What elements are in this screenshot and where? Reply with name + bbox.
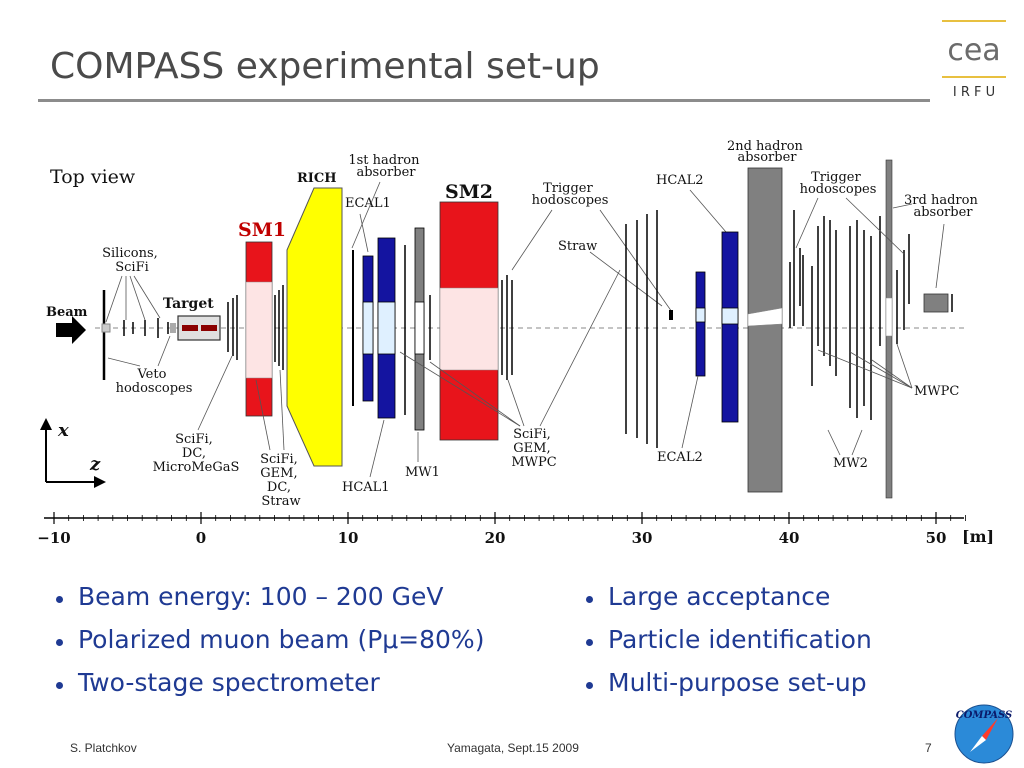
compass-logo: COMPASS bbox=[954, 704, 1014, 764]
bullet-dot-icon bbox=[586, 639, 593, 646]
straw-label: Straw bbox=[558, 239, 597, 254]
pre-sm1-detectors bbox=[227, 295, 238, 360]
mw1-label: MW1 bbox=[405, 465, 440, 480]
axis-tick-label: −10 bbox=[37, 529, 70, 547]
scifi-dc-mm-label: SciFi, DC, MicroMeGaS bbox=[153, 432, 240, 475]
upstream-detectors bbox=[101, 290, 176, 380]
post-sm1-detectors bbox=[274, 285, 284, 370]
logo-subtext: I R F U bbox=[953, 85, 995, 100]
bullet-dot-icon bbox=[56, 639, 63, 646]
downstream-detectors bbox=[789, 210, 953, 420]
hadron1-label: 1st hadron absorber bbox=[348, 153, 423, 180]
bullet-list-left: Beam energy: 100 – 200 GeV Polarized muo… bbox=[52, 582, 484, 711]
axis-unit: [m] bbox=[962, 527, 994, 546]
trigger2-label: Trigger hodoscopes bbox=[800, 170, 877, 197]
axis-tick-label: 50 bbox=[926, 529, 947, 547]
bullet-item: Polarized muon beam (Pμ=80%) bbox=[52, 625, 484, 668]
sm2-label: SM2 bbox=[445, 181, 493, 203]
bullet-item: Particle identification bbox=[582, 625, 872, 668]
target-label: Target bbox=[163, 296, 214, 312]
hadron2-absorber bbox=[747, 167, 783, 493]
ecal1-label: ECAL1 bbox=[345, 196, 391, 211]
bullet-dot-icon bbox=[586, 596, 593, 603]
cea-irfu-logo: cea I R F U bbox=[942, 20, 1006, 100]
hcal1-label: HCAL1 bbox=[342, 480, 390, 495]
beam-arrow-icon bbox=[56, 316, 86, 344]
hadron3-absorber bbox=[923, 293, 949, 313]
footer-author: S. Platchkov bbox=[70, 741, 137, 755]
axis-z-label: z bbox=[89, 454, 101, 475]
bullet-item: Two-stage spectrometer bbox=[52, 668, 484, 711]
ecal1 bbox=[362, 255, 374, 402]
mwpc-label: MWPC bbox=[914, 384, 959, 399]
veto-label: Veto hodoscopes bbox=[116, 367, 193, 396]
rich-detector bbox=[286, 187, 343, 467]
trigger-hodoscope-stack bbox=[885, 159, 893, 499]
hcal1 bbox=[377, 237, 396, 419]
scifi-gem-mwpc-label: SciFi, GEM, MWPC bbox=[511, 427, 556, 470]
scifi-gem-dc-straw-label: SciFi, GEM, DC, Straw bbox=[260, 452, 302, 509]
beam-label: Beam bbox=[46, 305, 88, 320]
setup-diagram: Top view Beam Target Silicons, SciFi Vet… bbox=[37, 139, 994, 547]
mw2-label: MW2 bbox=[833, 456, 868, 471]
hcal2 bbox=[721, 231, 739, 423]
title-underline bbox=[38, 99, 930, 102]
silicons-label: Silicons, SciFi bbox=[102, 246, 162, 275]
slide-title: COMPASS experimental set-up bbox=[50, 46, 600, 87]
axis-tick-label: 10 bbox=[338, 529, 359, 547]
ecal2 bbox=[695, 271, 706, 377]
axis-tick-label: 30 bbox=[632, 529, 653, 547]
sm1-label: SM1 bbox=[238, 219, 286, 241]
bullet-dot-icon bbox=[586, 682, 593, 689]
rich-label: RICH bbox=[297, 171, 337, 186]
hcal2-label: HCAL2 bbox=[656, 173, 704, 188]
axis-tick-label: 40 bbox=[779, 529, 800, 547]
bullet-dot-icon bbox=[56, 596, 63, 603]
scale-axis: −10 0 10 20 30 40 50 [m] bbox=[37, 512, 994, 547]
mw1 bbox=[414, 227, 425, 431]
view-label: Top view bbox=[50, 166, 136, 188]
coordinate-axes: x z bbox=[40, 418, 106, 488]
hadron2-label: 2nd hadron absorber bbox=[727, 139, 807, 165]
post-sm2-detectors bbox=[501, 275, 513, 380]
trigger1-label: Trigger hodoscopes bbox=[532, 181, 609, 208]
hadron3-label: 3rd hadron absorber bbox=[904, 193, 982, 220]
straw-detectors bbox=[625, 210, 658, 448]
page-number: 7 bbox=[925, 741, 932, 755]
logo-text: cea bbox=[947, 33, 1000, 68]
badge-text: COMPASS bbox=[956, 710, 1013, 721]
axis-tick-label: 20 bbox=[485, 529, 506, 547]
ecal2-label: ECAL2 bbox=[657, 450, 703, 465]
trigger-hodoscope-1 bbox=[669, 310, 673, 320]
bullet-dot-icon bbox=[56, 682, 63, 689]
bullet-item: Multi-purpose set-up bbox=[582, 668, 872, 711]
axis-x-label: x bbox=[57, 420, 69, 441]
bullet-item: Large acceptance bbox=[582, 582, 872, 625]
axis-tick-label: 0 bbox=[196, 529, 206, 547]
bullet-item: Beam energy: 100 – 200 GeV bbox=[52, 582, 484, 625]
bullet-list-right: Large acceptance Particle identification… bbox=[582, 582, 872, 711]
footer-event: Yamagata, Sept.15 2009 bbox=[447, 741, 579, 755]
